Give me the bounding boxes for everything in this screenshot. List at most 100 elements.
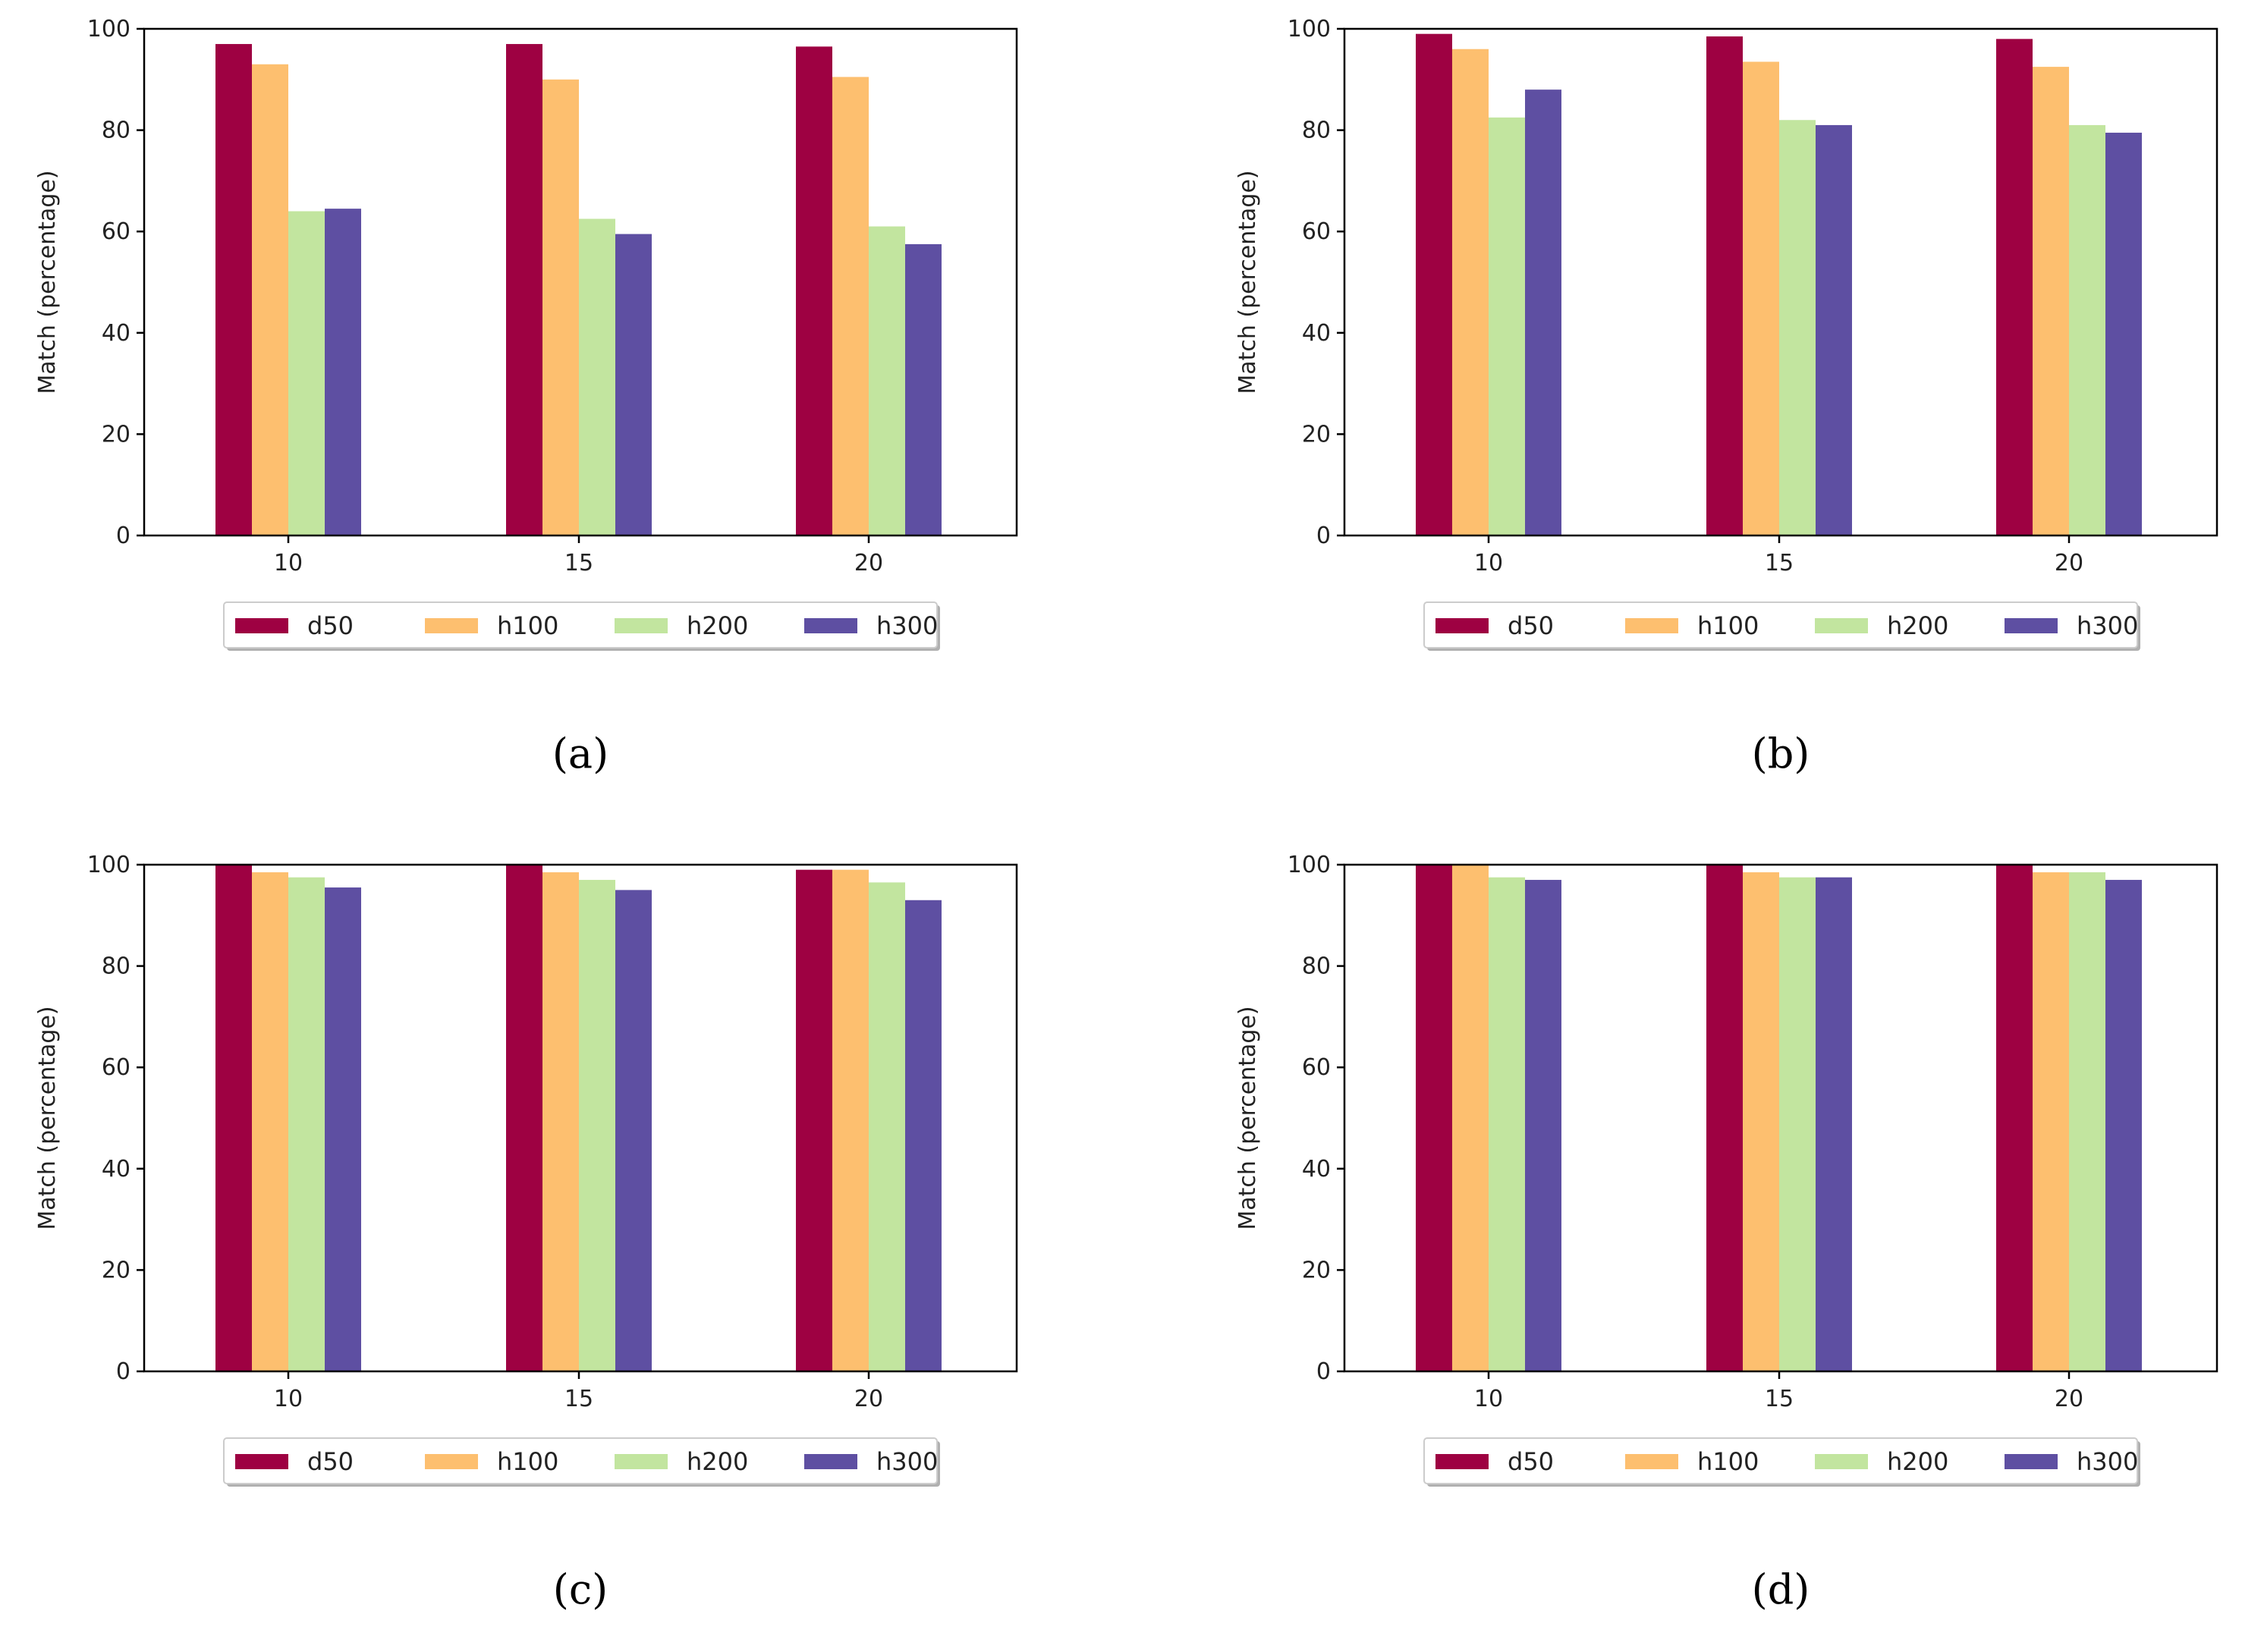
y-tick-label: 40 (1302, 1156, 1331, 1182)
y-tick-label: 80 (102, 118, 130, 144)
panel-label: (c) (553, 1566, 608, 1613)
x-tick-label: 20 (2055, 1386, 2083, 1412)
bar-h100-10 (252, 64, 288, 535)
legend-box (223, 601, 938, 649)
legend-label-h200: h200 (1887, 611, 1948, 640)
legend-swatch-h200 (1815, 1454, 1868, 1469)
bar-h300-20 (2105, 880, 2142, 1371)
y-axis-label: Match (percentage) (1234, 1006, 1261, 1230)
bar-h100-20 (2033, 67, 2069, 536)
legend-swatch-h300 (804, 618, 857, 633)
y-tick-label: 80 (1302, 118, 1331, 144)
y-tick-label: 0 (1316, 1358, 1331, 1385)
legend-swatch-h100 (1625, 618, 1678, 633)
bar-h200-10 (1489, 877, 1525, 1371)
bar-d50-10 (215, 44, 252, 536)
panel-label: (d) (1752, 1566, 1810, 1613)
bar-h200-15 (1779, 877, 1816, 1371)
bar-h100-15 (542, 79, 579, 536)
x-tick-label: 10 (274, 550, 303, 576)
legend-label-h100: h100 (1697, 1447, 1759, 1476)
bar-h200-15 (579, 218, 615, 535)
y-tick-label: 0 (1316, 523, 1331, 549)
y-tick-label: 60 (1302, 218, 1331, 245)
bar-h100-20 (832, 77, 869, 535)
y-tick-label: 100 (87, 852, 130, 878)
legend: d50 h100 h200 h300 (1423, 601, 2140, 651)
y-tick-label: 100 (1288, 852, 1331, 878)
bar-d50-15 (1706, 865, 1743, 1371)
legend-box (1423, 1437, 2138, 1484)
legend-swatch-h300 (2005, 1454, 2058, 1469)
legend-label-h100: h100 (497, 1447, 558, 1476)
bar-h100-15 (1743, 61, 1779, 536)
legend-swatch-h300 (2005, 618, 2058, 633)
bar-h300-15 (1816, 877, 1852, 1371)
y-tick-label: 0 (116, 523, 130, 549)
y-tick-label: 60 (1302, 1054, 1331, 1081)
legend-swatch-d50 (1435, 1454, 1489, 1469)
chart-panel-2: 0 20 40 60 80 100 10 15 20 Match (percentage) d50 h… (1234, 16, 2218, 777)
bar-d50-20 (796, 869, 832, 1371)
legend-label-d50: d50 (1508, 611, 1554, 640)
x-tick-label: 15 (1765, 1386, 1794, 1412)
legend-swatch-h100 (425, 618, 478, 633)
bar-h200-10 (288, 211, 325, 535)
bar-h200-20 (869, 226, 905, 535)
y-axis-label: Match (percentage) (34, 170, 61, 394)
bar-h300-10 (1525, 880, 1561, 1371)
bar-d50-20 (1996, 39, 2033, 536)
bar-h300-20 (905, 900, 942, 1371)
plot-frame (1343, 27, 2218, 537)
legend-label-h200: h200 (687, 1447, 748, 1476)
bar-h300-15 (615, 890, 652, 1371)
y-tick-label: 100 (1288, 16, 1331, 42)
bar-h100-20 (2033, 872, 2069, 1371)
bar-h100-10 (1452, 49, 1489, 536)
bar-d50-15 (506, 44, 542, 536)
legend-swatch-h100 (425, 1454, 478, 1469)
legend-label-h300: h300 (2077, 1447, 2138, 1476)
bar-h300-10 (1525, 90, 1561, 535)
x-tick-label: 10 (1474, 550, 1503, 576)
bar-h300-20 (2105, 132, 2142, 535)
bar-d50-10 (1416, 33, 1452, 536)
x-tick-label: 10 (274, 1386, 303, 1412)
bar-d50-10 (1416, 865, 1452, 1371)
plot-frame (143, 863, 1018, 1373)
chart-panel-1: 0 20 40 60 80 100 10 15 20 Match (percentage) d50 h… (34, 16, 1018, 777)
legend-label-h300: h300 (876, 611, 938, 640)
x-tick-label: 15 (1765, 550, 1794, 576)
y-tick-label: 20 (102, 1257, 130, 1283)
legend-swatch-d50 (235, 618, 288, 633)
x-tick-label: 20 (2055, 550, 2083, 576)
y-tick-label: 0 (116, 1358, 130, 1385)
legend-label-d50: d50 (307, 1447, 354, 1476)
x-tick-label: 15 (564, 550, 593, 576)
legend-label-d50: d50 (307, 611, 354, 640)
bar-h200-20 (2069, 124, 2105, 536)
bar-d50-20 (1996, 865, 2033, 1371)
bar-h100-20 (832, 869, 869, 1371)
y-tick-label: 60 (102, 218, 130, 245)
y-tick-label: 100 (87, 16, 130, 42)
bar-h100-15 (1743, 872, 1779, 1371)
bar-h300-15 (615, 234, 652, 535)
y-axis-label: Match (percentage) (34, 1006, 61, 1230)
legend-label-h200: h200 (687, 611, 748, 640)
bar-h100-15 (542, 872, 579, 1371)
legend-swatch-h300 (804, 1454, 857, 1469)
y-tick-label: 20 (1302, 1257, 1331, 1283)
legend: d50 h100 h200 h300 (1423, 1437, 2140, 1487)
bar-d50-15 (1706, 36, 1743, 535)
bar-h300-15 (1816, 124, 1852, 536)
legend-label-h300: h300 (2077, 611, 2138, 640)
chart-panel-4: 0 20 40 60 80 100 10 15 20 Match (percentage) d50 h… (1234, 852, 2218, 1613)
plot-frame (1343, 863, 2218, 1373)
bar-d50-10 (215, 865, 252, 1371)
legend-label-d50: d50 (1508, 1447, 1554, 1476)
bar-d50-15 (506, 865, 542, 1371)
bar-h300-10 (325, 887, 361, 1371)
bar-h200-15 (579, 880, 615, 1371)
